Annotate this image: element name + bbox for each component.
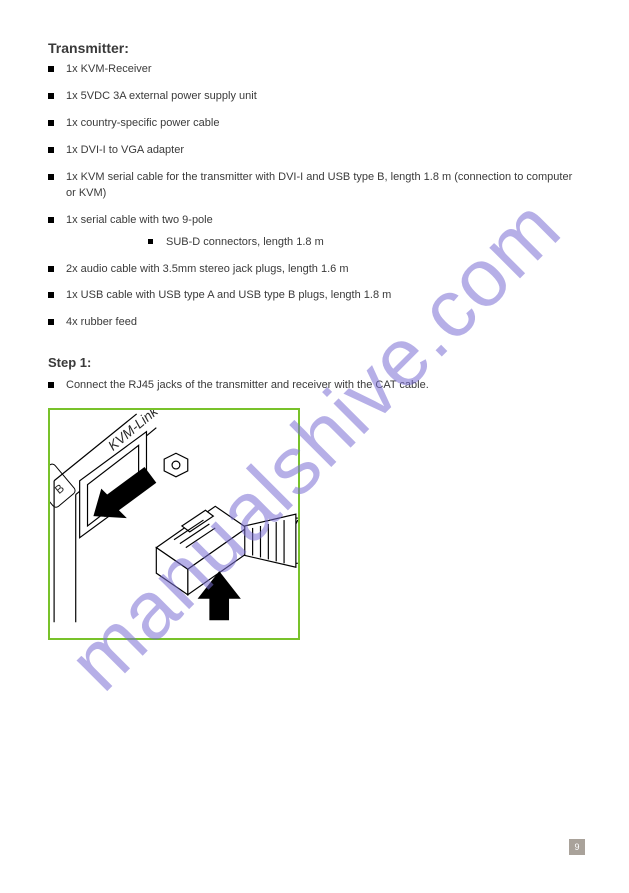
step-item: Connect the RJ45 jacks of the transmitte…	[48, 378, 581, 394]
list-item: 1x 5VDC 3A external power supply unit	[48, 89, 581, 105]
list-item: 1x country-specific power cable	[48, 116, 581, 132]
list-item: 1x DVI-I to VGA adapter	[48, 143, 581, 159]
step-list: Connect the RJ45 jacks of the transmitte…	[48, 378, 581, 394]
step-text: Connect the RJ45 jacks of the transmitte…	[66, 379, 429, 391]
item-text: 1x country-specific power cable	[66, 117, 219, 129]
item-text: 1x 5VDC 3A external power supply unit	[66, 90, 257, 102]
list-item: 1x serial cable with two 9-pole SUB-D co…	[48, 213, 581, 251]
figure-kvm-link: B KVM-Link	[48, 408, 300, 640]
list-item: 1x KVM serial cable for the transmitter …	[48, 170, 581, 202]
section-heading: Transmitter:	[48, 40, 581, 56]
item-text: 4x rubber feed	[66, 316, 137, 328]
list-item: 2x audio cable with 3.5mm stereo jack pl…	[48, 262, 581, 278]
list-item: 4x rubber feed	[48, 315, 581, 331]
list-item: 1x KVM-Receiver	[48, 62, 581, 78]
kvm-diagram: B KVM-Link	[50, 410, 298, 638]
page-number: 9	[569, 839, 585, 855]
transmitter-list: 1x KVM-Receiver 1x 5VDC 3A external powe…	[48, 62, 581, 331]
item-text: 1x serial cable with two 9-pole	[66, 214, 213, 226]
sub-list-item: SUB-D connectors, length 1.8 m	[148, 235, 581, 251]
item-text: 1x KVM serial cable for the transmitter …	[66, 171, 572, 199]
item-text: 2x audio cable with 3.5mm stereo jack pl…	[66, 263, 348, 275]
sub-list: SUB-D connectors, length 1.8 m	[66, 235, 581, 251]
side-label: B	[53, 482, 67, 497]
page-content: Transmitter: 1x KVM-Receiver 1x 5VDC 3A …	[0, 0, 629, 640]
item-text: 1x USB cable with USB type A and USB typ…	[66, 289, 391, 301]
item-text: 1x KVM-Receiver	[66, 63, 152, 75]
list-item: 1x USB cable with USB type A and USB typ…	[48, 288, 581, 304]
item-text: 1x DVI-I to VGA adapter	[66, 144, 184, 156]
step-section: Step 1: Connect the RJ45 jacks of the tr…	[48, 355, 581, 394]
item-text: SUB-D connectors, length 1.8 m	[166, 236, 324, 248]
step-title: Step 1:	[48, 355, 581, 370]
